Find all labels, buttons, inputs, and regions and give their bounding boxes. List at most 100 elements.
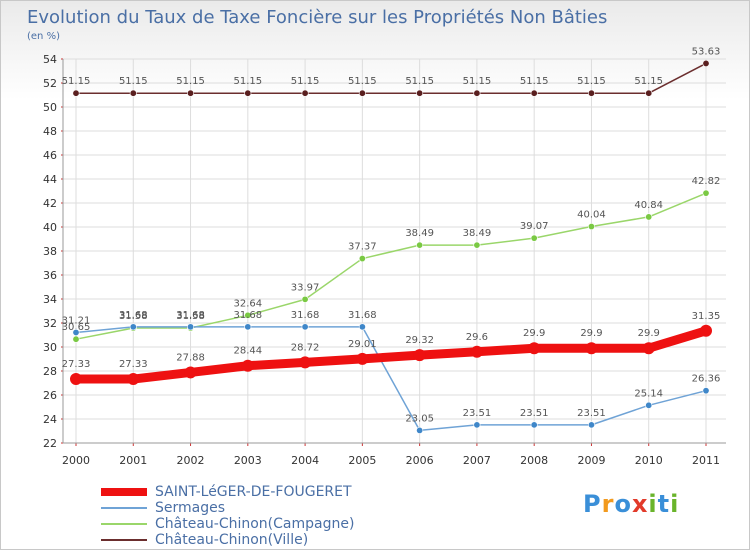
data-point xyxy=(645,89,653,97)
data-point xyxy=(700,324,712,337)
data-point xyxy=(241,359,254,372)
legend-swatch xyxy=(101,539,147,541)
chart-title: Evolution du Taux de Taxe Foncière sur l… xyxy=(27,7,608,28)
series-line xyxy=(75,192,707,340)
y-tick-label: 54 xyxy=(43,53,57,66)
data-point xyxy=(530,89,538,97)
data-label: 51.15 xyxy=(176,76,205,87)
logo-letter: x xyxy=(631,490,649,518)
y-tick-label: 30 xyxy=(43,341,57,354)
x-tick-label: 2002 xyxy=(177,454,205,467)
data-point xyxy=(301,89,309,97)
data-label: 51.15 xyxy=(463,76,492,87)
data-point xyxy=(416,426,424,434)
data-point xyxy=(473,89,481,97)
legend-item-saint-leger: SAINT-LéGER-DE-FOUGERET xyxy=(101,484,354,500)
data-point xyxy=(187,323,195,331)
data-label: 51.15 xyxy=(62,76,91,87)
data-label: 28.72 xyxy=(291,342,320,353)
legend-item-chateau-chinon-ville: Château-Chinon(Ville) xyxy=(101,532,354,548)
data-label: 42.82 xyxy=(692,176,721,187)
legend: SAINT-LéGER-DE-FOUGERET Sermages Château… xyxy=(101,484,354,548)
data-label: 31.21 xyxy=(62,315,91,326)
data-point xyxy=(587,89,595,97)
logo-letter: i xyxy=(670,490,680,518)
data-point xyxy=(528,342,541,355)
data-label: 25.14 xyxy=(634,388,663,399)
y-tick-label: 40 xyxy=(43,221,57,234)
y-tick-label: 42 xyxy=(43,197,57,210)
data-point xyxy=(645,401,653,409)
data-point xyxy=(530,421,538,429)
data-label: 29.32 xyxy=(405,335,434,346)
legend-swatch xyxy=(101,523,147,525)
data-label: 33.97 xyxy=(291,282,320,293)
data-label: 29.9 xyxy=(580,328,602,339)
x-tick-label: 2011 xyxy=(692,454,720,467)
legend-label: SAINT-LéGER-DE-FOUGERET xyxy=(155,484,352,500)
data-label: 23.51 xyxy=(463,408,492,419)
data-label: 31.35 xyxy=(692,311,721,322)
logo-letter: i xyxy=(648,490,658,518)
data-label: 29.9 xyxy=(638,328,660,339)
data-point xyxy=(72,328,80,336)
data-label: 40.04 xyxy=(577,210,606,221)
data-label: 37.37 xyxy=(348,242,377,253)
x-tick-label: 2010 xyxy=(635,454,663,467)
data-point xyxy=(416,241,424,249)
legend-item-sermages: Sermages xyxy=(101,500,354,516)
x-tick-label: 2008 xyxy=(520,454,548,467)
legend-label: Château-Chinon(Ville) xyxy=(155,532,309,548)
y-tick-label: 28 xyxy=(43,365,57,378)
data-label: 51.15 xyxy=(291,76,320,87)
logo-letter: P xyxy=(583,490,602,518)
series-line xyxy=(75,326,707,432)
data-point xyxy=(244,89,252,97)
x-tick-label: 2001 xyxy=(119,454,147,467)
data-point xyxy=(587,421,595,429)
data-point xyxy=(702,59,710,67)
data-label: 28.44 xyxy=(233,346,262,357)
data-label: 39.07 xyxy=(520,221,549,232)
data-label: 31.58 xyxy=(176,311,205,322)
data-point xyxy=(184,366,197,379)
data-point xyxy=(413,349,426,362)
data-point xyxy=(702,387,710,395)
data-point xyxy=(244,311,252,319)
y-tick-label: 44 xyxy=(43,173,57,186)
data-label: 27.33 xyxy=(62,359,91,370)
y-unit-label: (en %) xyxy=(27,31,60,42)
data-point xyxy=(416,89,424,97)
data-point xyxy=(70,373,82,386)
data-label: 38.49 xyxy=(405,228,434,239)
data-point xyxy=(356,352,369,365)
data-label: 23.51 xyxy=(577,408,606,419)
x-tick-label: 2006 xyxy=(406,454,434,467)
data-point xyxy=(187,89,195,97)
x-tick-label: 2003 xyxy=(234,454,262,467)
data-point xyxy=(299,356,312,369)
y-tick-label: 32 xyxy=(43,317,57,330)
data-label: 51.15 xyxy=(405,76,434,87)
data-point xyxy=(645,213,653,221)
data-label: 51.15 xyxy=(520,76,549,87)
y-tick-label: 52 xyxy=(43,77,57,90)
data-label: 27.88 xyxy=(176,352,205,363)
logo-letter: o xyxy=(614,490,632,518)
data-point xyxy=(473,241,481,249)
legend-swatch xyxy=(101,507,147,509)
data-label: 31.68 xyxy=(119,310,148,321)
y-tick-label: 46 xyxy=(43,149,57,162)
series-line xyxy=(71,326,711,384)
data-label: 31.58 xyxy=(119,311,148,322)
y-tick-label: 34 xyxy=(43,293,57,306)
data-label: 38.49 xyxy=(463,228,492,239)
data-point xyxy=(530,234,538,242)
data-point xyxy=(129,323,137,331)
y-tick-label: 36 xyxy=(43,269,57,282)
y-tick-label: 24 xyxy=(43,413,57,426)
data-point xyxy=(301,323,309,331)
data-label: 31.68 xyxy=(233,310,262,321)
